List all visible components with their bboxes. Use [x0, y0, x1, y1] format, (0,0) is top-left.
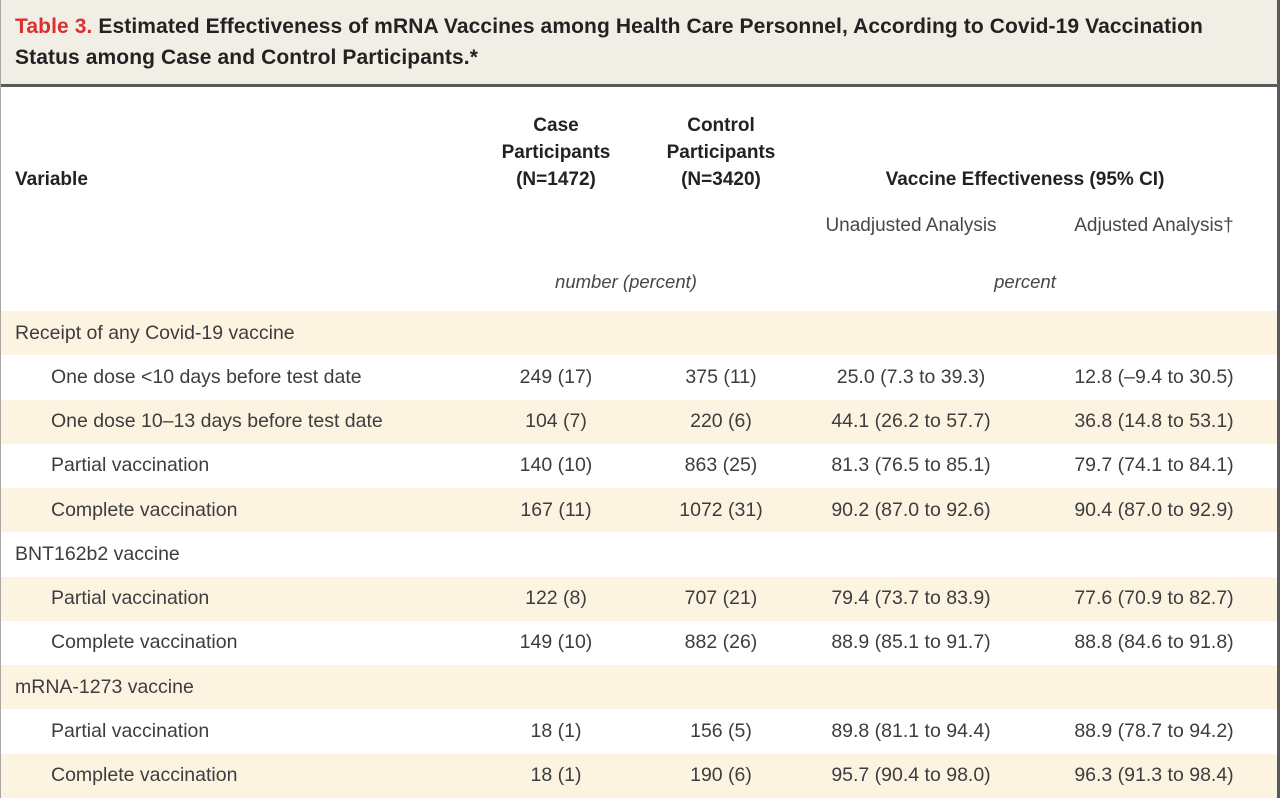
- cell-adjusted-effectiveness: 77.6 (70.9 to 82.7): [1074, 587, 1234, 610]
- cell-case-participants: 167 (11): [520, 498, 592, 521]
- table-title-text: Estimated Effectiveness of mRNA Vaccines…: [15, 15, 1203, 69]
- cell-control-participants: 375 (11): [685, 365, 757, 388]
- cell-control-participants: 707 (21): [684, 587, 758, 610]
- table-row: One dose 10–13 days before test date 104…: [1, 399, 1277, 444]
- cell-unadjusted-effectiveness: 95.7 (90.4 to 98.0): [831, 764, 991, 787]
- units-label-number-percent: number (percent): [555, 271, 697, 292]
- cell-unadjusted-effectiveness: 44.1 (26.2 to 57.7): [831, 410, 991, 433]
- cell-unadjusted-effectiveness: 25.0 (7.3 to 39.3): [836, 365, 986, 388]
- table-title: Table 3. Estimated Effectiveness of mRNA…: [1, 0, 1277, 87]
- table-body: Receipt of any Covid-19 vaccine One dose…: [1, 311, 1277, 798]
- row-label: Complete vaccination: [51, 498, 238, 521]
- cell-unadjusted-effectiveness: 89.8 (81.1 to 94.4): [831, 720, 991, 743]
- row-label: One dose <10 days before test date: [51, 365, 362, 388]
- cell-case-participants: 140 (10): [519, 454, 593, 477]
- cell-case-participants: 149 (10): [519, 631, 593, 654]
- cell-control-participants: 220 (6): [690, 410, 752, 433]
- cell-control-participants: 190 (6): [690, 764, 752, 787]
- table-row: Partial vaccination 18 (1) 156 (5) 89.8 …: [1, 709, 1277, 754]
- table-row: Partial vaccination 140 (10) 863 (25) 81…: [1, 443, 1277, 489]
- cell-adjusted-effectiveness: 96.3 (91.3 to 98.4): [1074, 764, 1234, 787]
- cell-case-participants: 249 (17): [519, 365, 593, 388]
- table-number-label: Table 3.: [15, 15, 93, 38]
- cell-adjusted-effectiveness: 90.4 (87.0 to 92.9): [1074, 498, 1234, 521]
- row-label: Complete vaccination: [51, 764, 238, 787]
- row-label: One dose 10–13 days before test date: [51, 410, 383, 433]
- cell-control-participants: 882 (26): [684, 631, 758, 654]
- cell-unadjusted-effectiveness: 90.2 (87.0 to 92.6): [831, 498, 991, 521]
- row-label: Partial vaccination: [51, 720, 210, 743]
- cell-unadjusted-effectiveness: 81.3 (76.5 to 85.1): [831, 454, 991, 477]
- table-row: Complete vaccination 167 (11) 1072 (31) …: [1, 488, 1277, 533]
- row-label: BNT162b2 vaccine: [15, 542, 180, 565]
- cell-case-participants: 122 (8): [525, 587, 587, 610]
- table-row: One dose <10 days before test date 249 (…: [1, 355, 1277, 400]
- cell-adjusted-effectiveness: 88.9 (78.7 to 94.2): [1074, 720, 1234, 743]
- cell-control-participants: 863 (25): [684, 454, 758, 477]
- row-label: Complete vaccination: [51, 631, 238, 654]
- column-header-case-participants: Case Participants (N=1472): [501, 115, 611, 190]
- table-row: Complete vaccination 149 (10) 882 (26) 8…: [1, 620, 1277, 666]
- column-header-adjusted-analysis: Adjusted Analysis†: [1074, 215, 1234, 236]
- column-header-vaccine-effectiveness: Vaccine Effectiveness (95% CI): [885, 169, 1165, 190]
- column-header-variable: Variable: [15, 169, 88, 190]
- cell-unadjusted-effectiveness: 88.9 (85.1 to 91.7): [831, 631, 991, 654]
- cell-adjusted-effectiveness: 79.7 (74.1 to 84.1): [1074, 454, 1234, 477]
- units-label-percent: percent: [994, 271, 1056, 292]
- cell-adjusted-effectiveness: 36.8 (14.8 to 53.1): [1074, 410, 1234, 433]
- cell-control-participants: 156 (5): [690, 720, 752, 743]
- cell-adjusted-effectiveness: 88.8 (84.6 to 91.8): [1074, 631, 1234, 654]
- cell-case-participants: 104 (7): [525, 410, 587, 433]
- table-row: Partial vaccination 122 (8) 707 (21) 79.…: [1, 576, 1277, 621]
- table-row: mRNA-1273 vaccine: [1, 665, 1277, 710]
- table-row: BNT162b2 vaccine: [1, 532, 1277, 577]
- table-row: Complete vaccination 18 (1) 190 (6) 95.7…: [1, 753, 1277, 798]
- cell-control-participants: 1072 (31): [679, 498, 763, 521]
- row-label: Partial vaccination: [51, 587, 210, 610]
- column-header-control-participants: Control Participants (N=3420): [666, 115, 776, 190]
- row-label: Partial vaccination: [51, 454, 210, 477]
- row-label: Receipt of any Covid-19 vaccine: [15, 321, 295, 344]
- row-label: mRNA-1273 vaccine: [15, 675, 194, 698]
- cell-unadjusted-effectiveness: 79.4 (73.7 to 83.9): [831, 587, 991, 610]
- cell-case-participants: 18 (1): [530, 720, 582, 743]
- cell-case-participants: 18 (1): [530, 764, 582, 787]
- table-row: Receipt of any Covid-19 vaccine: [1, 311, 1277, 356]
- table-header: Variable Case Participants (N=1472) Cont…: [1, 87, 1277, 311]
- cell-adjusted-effectiveness: 12.8 (–9.4 to 30.5): [1074, 365, 1234, 388]
- column-header-unadjusted-analysis: Unadjusted Analysis: [825, 215, 997, 236]
